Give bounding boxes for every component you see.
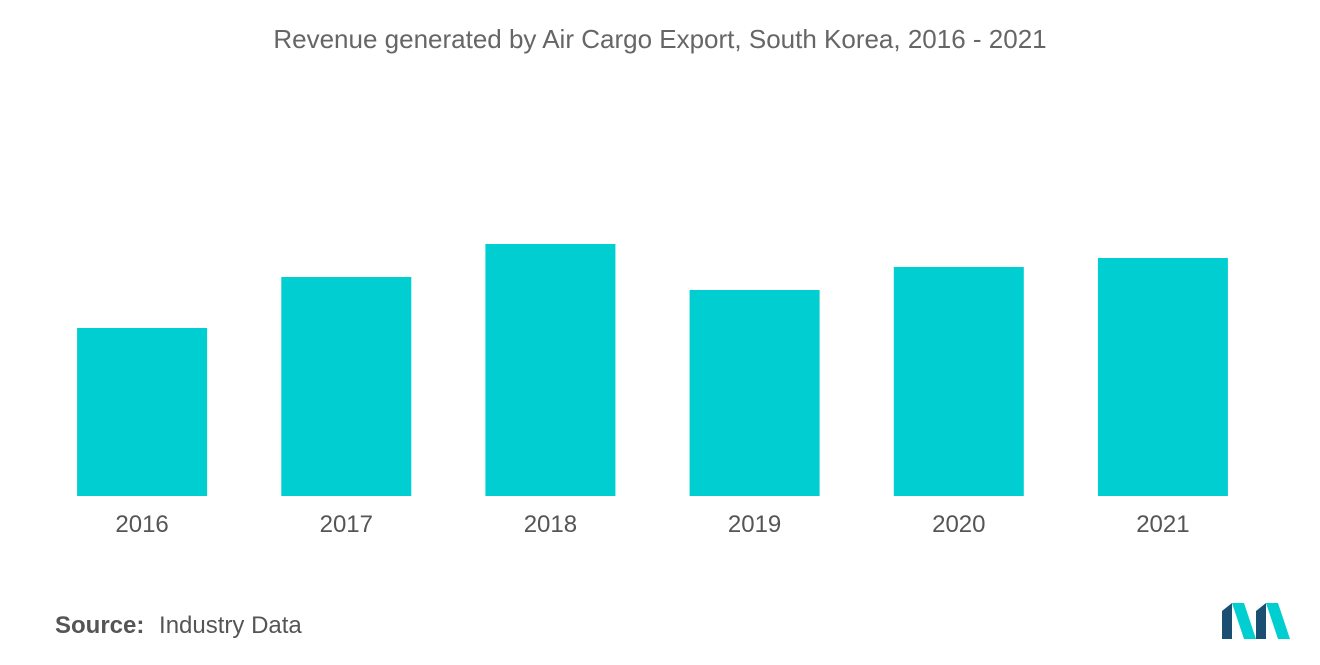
source-value: Industry Data (159, 612, 302, 639)
bar-2018 (485, 244, 616, 496)
x-tick-label-2021: 2021 (1136, 511, 1189, 538)
bar-2016 (77, 328, 208, 496)
chart-title: Revenue generated by Air Cargo Export, S… (273, 24, 1047, 54)
x-tick-label-2017: 2017 (320, 511, 373, 538)
x-tick-label-2016: 2016 (115, 511, 168, 538)
x-tick-label-2020: 2020 (932, 511, 985, 538)
source-note: Source: Industry Data (55, 612, 302, 640)
bar-2019 (689, 290, 820, 496)
bar-2017 (281, 277, 412, 496)
bar-2020 (893, 267, 1024, 496)
x-tick-label-2019: 2019 (728, 511, 781, 538)
x-tick-labels: 2016 2017 2018 2019 2020 2021 (115, 511, 1189, 538)
x-tick-label-2018: 2018 (524, 511, 577, 538)
mordor-intelligence-logo-icon (1222, 603, 1290, 639)
source-label: Source: (55, 612, 145, 639)
bars-group (77, 244, 1228, 496)
bar-2021 (1097, 258, 1228, 496)
